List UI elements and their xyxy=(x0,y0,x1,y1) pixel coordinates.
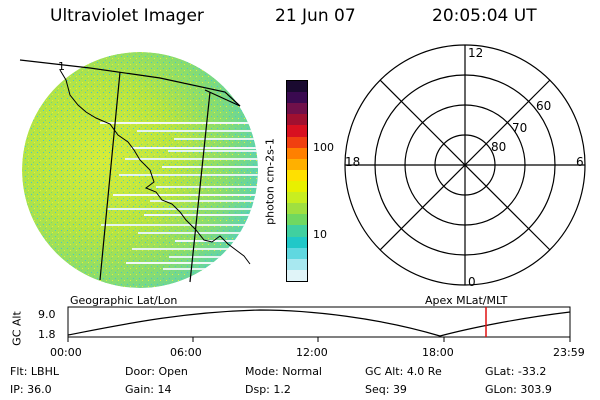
info-key: Mode: xyxy=(245,365,283,378)
colorbar xyxy=(286,80,308,282)
info-value: 36.0 xyxy=(27,383,52,396)
info-value: 303.9 xyxy=(520,383,552,396)
scanline-gap xyxy=(137,130,258,132)
svg-text:1: 1 xyxy=(58,60,65,73)
scanline-gap xyxy=(150,200,258,202)
colorbar-segment xyxy=(287,258,307,270)
time-tick-0000: 00:00 xyxy=(50,346,82,359)
info-value: Normal xyxy=(282,365,322,378)
polar-grid xyxy=(344,44,586,286)
instrument-title: Ultraviolet Imager xyxy=(50,6,204,26)
scanline-gap xyxy=(132,248,258,250)
scanline-gap xyxy=(162,166,258,168)
mlt-label-18: 18 xyxy=(345,155,361,169)
info-field: IP: 36.0 xyxy=(10,383,52,396)
mlt-label-6: 6 xyxy=(576,155,584,169)
time-tick-0600: 06:00 xyxy=(170,346,202,359)
info-field: Dsp: 1.2 xyxy=(245,383,291,396)
info-key: Flt: xyxy=(10,365,31,378)
colorbar-segment xyxy=(287,269,307,281)
colorbar-segment xyxy=(287,192,307,204)
uv-image-disk: 1 xyxy=(19,52,258,288)
info-value: 14 xyxy=(157,383,172,396)
colorbar-segment xyxy=(287,158,307,170)
info-value: Open xyxy=(158,365,188,378)
scanline-gap xyxy=(175,240,258,242)
date-label: 21 Jun 07 xyxy=(275,6,356,26)
scanline-gap xyxy=(169,256,258,258)
colorbar-tick-100: 100 xyxy=(313,141,334,154)
info-value: 39 xyxy=(392,383,407,396)
colorbar-segment xyxy=(287,92,307,104)
colorbar-tick-10: 10 xyxy=(313,228,327,241)
info-value: -33.2 xyxy=(517,365,547,378)
coastline xyxy=(59,69,251,265)
colorbar-segment xyxy=(287,169,307,181)
scanline-gap xyxy=(100,122,258,124)
lat-label-70: 70 xyxy=(512,121,528,135)
longitude-line xyxy=(189,91,211,283)
colorbar-segment xyxy=(287,114,307,126)
colorbar-segment xyxy=(287,225,307,237)
scanline-gap xyxy=(113,194,258,196)
colorbar-segment xyxy=(287,125,307,137)
colorbar-segment xyxy=(287,103,307,115)
scanline-gap xyxy=(101,224,258,226)
scanline-gap xyxy=(144,214,258,216)
info-value: 1.2 xyxy=(273,383,291,396)
colorbar-segment xyxy=(287,81,307,93)
time-tick-2359: 23:59 xyxy=(553,346,585,359)
info-value: LBHL xyxy=(30,365,59,378)
scanline-gap xyxy=(131,147,258,149)
scanline-gap xyxy=(156,186,258,188)
info-field: Flt: LBHL xyxy=(10,365,59,378)
mlt-label-12: 12 xyxy=(468,46,484,60)
longitude-line xyxy=(19,59,241,107)
scanline-gap xyxy=(119,174,258,176)
altitude-curve xyxy=(67,309,571,337)
latitude-line xyxy=(204,89,241,107)
lat-label-80: 80 xyxy=(491,140,507,154)
time-tick-1200: 12:00 xyxy=(296,346,328,359)
info-field: GLon: 303.9 xyxy=(485,383,552,396)
time-label: 20:05:04 UT xyxy=(432,6,537,26)
info-field: GLat: -33.2 xyxy=(485,365,546,378)
colorbar-segment xyxy=(287,180,307,193)
info-key: IP: xyxy=(10,383,28,396)
info-field: GC Alt: 4.0 Re xyxy=(365,365,442,378)
info-key: Dsp: xyxy=(245,383,274,396)
scanline-gap xyxy=(107,208,258,210)
info-key: Seq: xyxy=(365,383,393,396)
colorbar-segment xyxy=(287,203,307,215)
colorbar-segment xyxy=(287,236,307,248)
left-projection-label: Geographic Lat/Lon xyxy=(70,294,178,307)
info-field: Gain: 14 xyxy=(125,383,172,396)
scanline-gap xyxy=(174,138,258,140)
mlt-label-0: 0 xyxy=(468,275,476,289)
altitude-ytick-9: 9.0 xyxy=(38,308,56,321)
colorbar-segment xyxy=(287,247,307,259)
colorbar-segment xyxy=(287,214,307,226)
info-key: GC Alt: xyxy=(365,365,407,378)
info-key: Door: xyxy=(125,365,159,378)
scanline-gap xyxy=(168,150,258,152)
colorbar-segment xyxy=(287,136,307,148)
info-key: GLat: xyxy=(485,365,518,378)
scanline-gap xyxy=(125,158,258,160)
info-field: Mode: Normal xyxy=(245,365,322,378)
longitude-line xyxy=(99,71,121,281)
right-projection-label: Apex MLat/MLT xyxy=(425,294,508,307)
info-key: Gain: xyxy=(125,383,158,396)
info-key: GLon: xyxy=(485,383,521,396)
info-field: Seq: 39 xyxy=(365,383,407,396)
lat-label-60: 60 xyxy=(536,99,552,113)
info-field: Door: Open xyxy=(125,365,188,378)
altitude-ytick-1.8: 1.8 xyxy=(38,328,56,341)
time-tick-1800: 18:00 xyxy=(422,346,454,359)
colorbar-segment xyxy=(287,147,307,159)
info-value: 4.0 Re xyxy=(406,365,442,378)
